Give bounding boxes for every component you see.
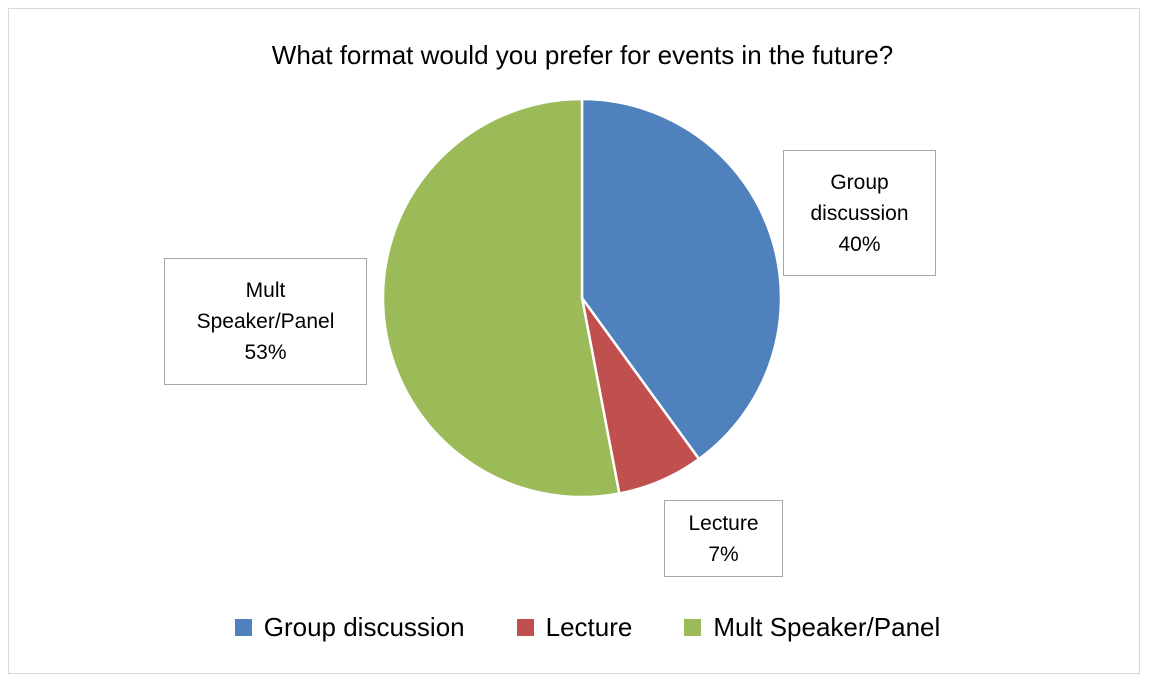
data-label: Mult Speaker/Panel 53% xyxy=(164,258,367,385)
data-label-text: Lecture 7% xyxy=(674,508,774,570)
data-label-value: 53% xyxy=(244,341,287,364)
data-label: Lecture 7% xyxy=(664,500,783,577)
pie-slice xyxy=(381,97,621,499)
legend-swatch xyxy=(234,619,252,636)
chart-frame xyxy=(8,8,1140,674)
data-label-category: Mult Speaker/Panel xyxy=(196,279,335,333)
data-label-text: Mult Speaker/Panel 53% xyxy=(186,275,346,368)
legend-item: Mult Speaker/Panel xyxy=(684,612,940,643)
pie-slice xyxy=(580,97,783,461)
data-label-category: Group discussion xyxy=(810,170,909,225)
legend-label: Lecture xyxy=(545,612,633,642)
legend-label: Mult Speaker/Panel xyxy=(713,612,941,642)
legend-swatch xyxy=(684,619,702,636)
data-label-category: Lecture xyxy=(688,511,759,535)
data-label-value: 7% xyxy=(708,542,739,566)
legend-swatch xyxy=(516,619,534,636)
data-label-text: Group discussion 40% xyxy=(795,167,925,260)
legend-item: Lecture xyxy=(516,612,633,643)
chart-title: What format would you prefer for events … xyxy=(271,40,894,70)
data-label: Group discussion 40% xyxy=(783,150,936,276)
legend-item: Group discussion xyxy=(234,612,465,643)
legend-label: Group discussion xyxy=(263,612,465,642)
legend: Group discussion Lecture Mult Speaker/Pane… xyxy=(0,612,1151,643)
data-label-value: 40% xyxy=(838,232,881,256)
